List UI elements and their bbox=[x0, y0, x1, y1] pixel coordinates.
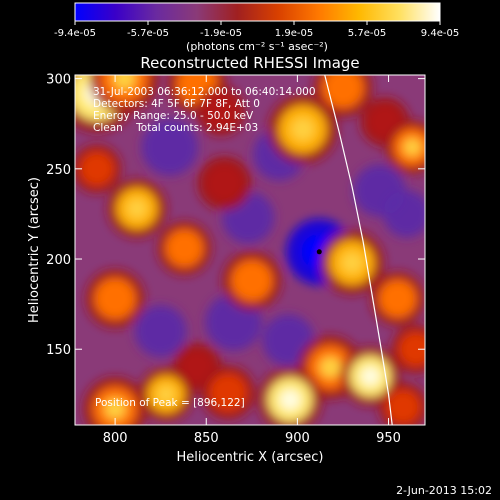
chart-title: Reconstructed RHESSI Image bbox=[140, 54, 359, 72]
hot-region bbox=[203, 93, 239, 129]
x-tick-label: 850 bbox=[194, 431, 219, 446]
hot-region bbox=[209, 373, 248, 412]
cold-region bbox=[134, 305, 187, 358]
hot-region bbox=[179, 349, 215, 385]
hot-region-core bbox=[104, 398, 126, 420]
plot-frame bbox=[74, 74, 426, 426]
hot-region-core bbox=[403, 138, 422, 157]
plot-area: 800 850 900 950 150 200 250 300 bbox=[46, 73, 426, 446]
colorbar-ticks: -9.4e-05 -5.7e-05 -1.9e-05 1.9e-05 5.7e-05 9.… bbox=[54, 21, 459, 39]
hot-region bbox=[322, 75, 364, 109]
colorbar-tick-label: -9.4e-05 bbox=[54, 28, 96, 39]
peak-position-label: Position of Peak = [896,122] bbox=[95, 397, 245, 409]
info-line-energy: Energy Range: 25.0 - 50.0 keV bbox=[93, 110, 254, 122]
hot-region bbox=[205, 164, 244, 203]
cold-region bbox=[262, 314, 315, 367]
marked-point bbox=[316, 249, 322, 255]
hot-region-core bbox=[360, 366, 381, 387]
hot-region bbox=[398, 331, 425, 367]
y-tick-label: 150 bbox=[46, 343, 71, 358]
hot-region-core bbox=[157, 385, 176, 404]
colorbar-units-label: (photons cm⁻² s⁻¹ asec⁻²) bbox=[186, 40, 328, 53]
hot-region bbox=[231, 259, 273, 302]
info-line-clean: Clean Total counts: 2.94E+03 bbox=[93, 122, 258, 134]
y-axis-label: Heliocentric Y (arcsec) bbox=[27, 177, 42, 323]
axis-ticks: 800 850 900 950 150 200 250 300 bbox=[46, 73, 425, 446]
hot-region bbox=[79, 151, 115, 187]
colorbar-tick-label: 1.9e-05 bbox=[275, 28, 313, 39]
colorbar-tick-label: -1.9e-05 bbox=[200, 28, 242, 39]
info-annotation: 31-Jul-2003 06:36:12.000 to 06:40:14.000… bbox=[93, 86, 316, 134]
x-tick-label: 800 bbox=[103, 431, 128, 446]
colorbar-tick-label: 9.4e-05 bbox=[421, 28, 459, 39]
x-tick-label: 950 bbox=[376, 431, 401, 446]
colorbar-tick-label: 5.7e-05 bbox=[348, 28, 386, 39]
x-tick-label: 900 bbox=[285, 431, 310, 446]
footer-date: 2-Jun-2013 15:02 bbox=[396, 484, 492, 497]
heatmap-image bbox=[75, 75, 425, 425]
hot-region-core bbox=[127, 198, 147, 219]
colorbar: -9.4e-05 -5.7e-05 -1.9e-05 1.9e-05 5.7e-05 9.… bbox=[54, 2, 459, 53]
hot-region-core bbox=[279, 389, 301, 411]
cold-region bbox=[141, 118, 199, 176]
hot-region-core bbox=[291, 117, 315, 141]
y-tick-label: 200 bbox=[46, 253, 71, 268]
hot-region bbox=[385, 389, 421, 425]
hot-region bbox=[94, 277, 136, 320]
colorbar-tick-label: -5.7e-05 bbox=[127, 28, 169, 39]
colorbar-gradient bbox=[74, 2, 441, 22]
y-tick-label: 250 bbox=[46, 163, 71, 178]
info-line-time: 31-Jul-2003 06:36:12.000 to 06:40:14.000 bbox=[93, 86, 316, 98]
hot-region-core bbox=[319, 356, 341, 378]
cold-region bbox=[383, 190, 425, 238]
heatmap-blobs bbox=[75, 75, 425, 425]
info-line-detectors: Detectors: 4F 5F 6F 7F 8F, Att 0 bbox=[93, 98, 260, 110]
hot-region bbox=[378, 279, 417, 318]
hot-region-core bbox=[112, 75, 136, 91]
hot-region-core bbox=[341, 251, 363, 274]
y-tick-label: 300 bbox=[46, 73, 71, 88]
solar-limb-curve bbox=[324, 75, 393, 425]
hot-region bbox=[165, 229, 204, 268]
x-axis-label: Heliocentric X (arcsec) bbox=[177, 450, 324, 465]
